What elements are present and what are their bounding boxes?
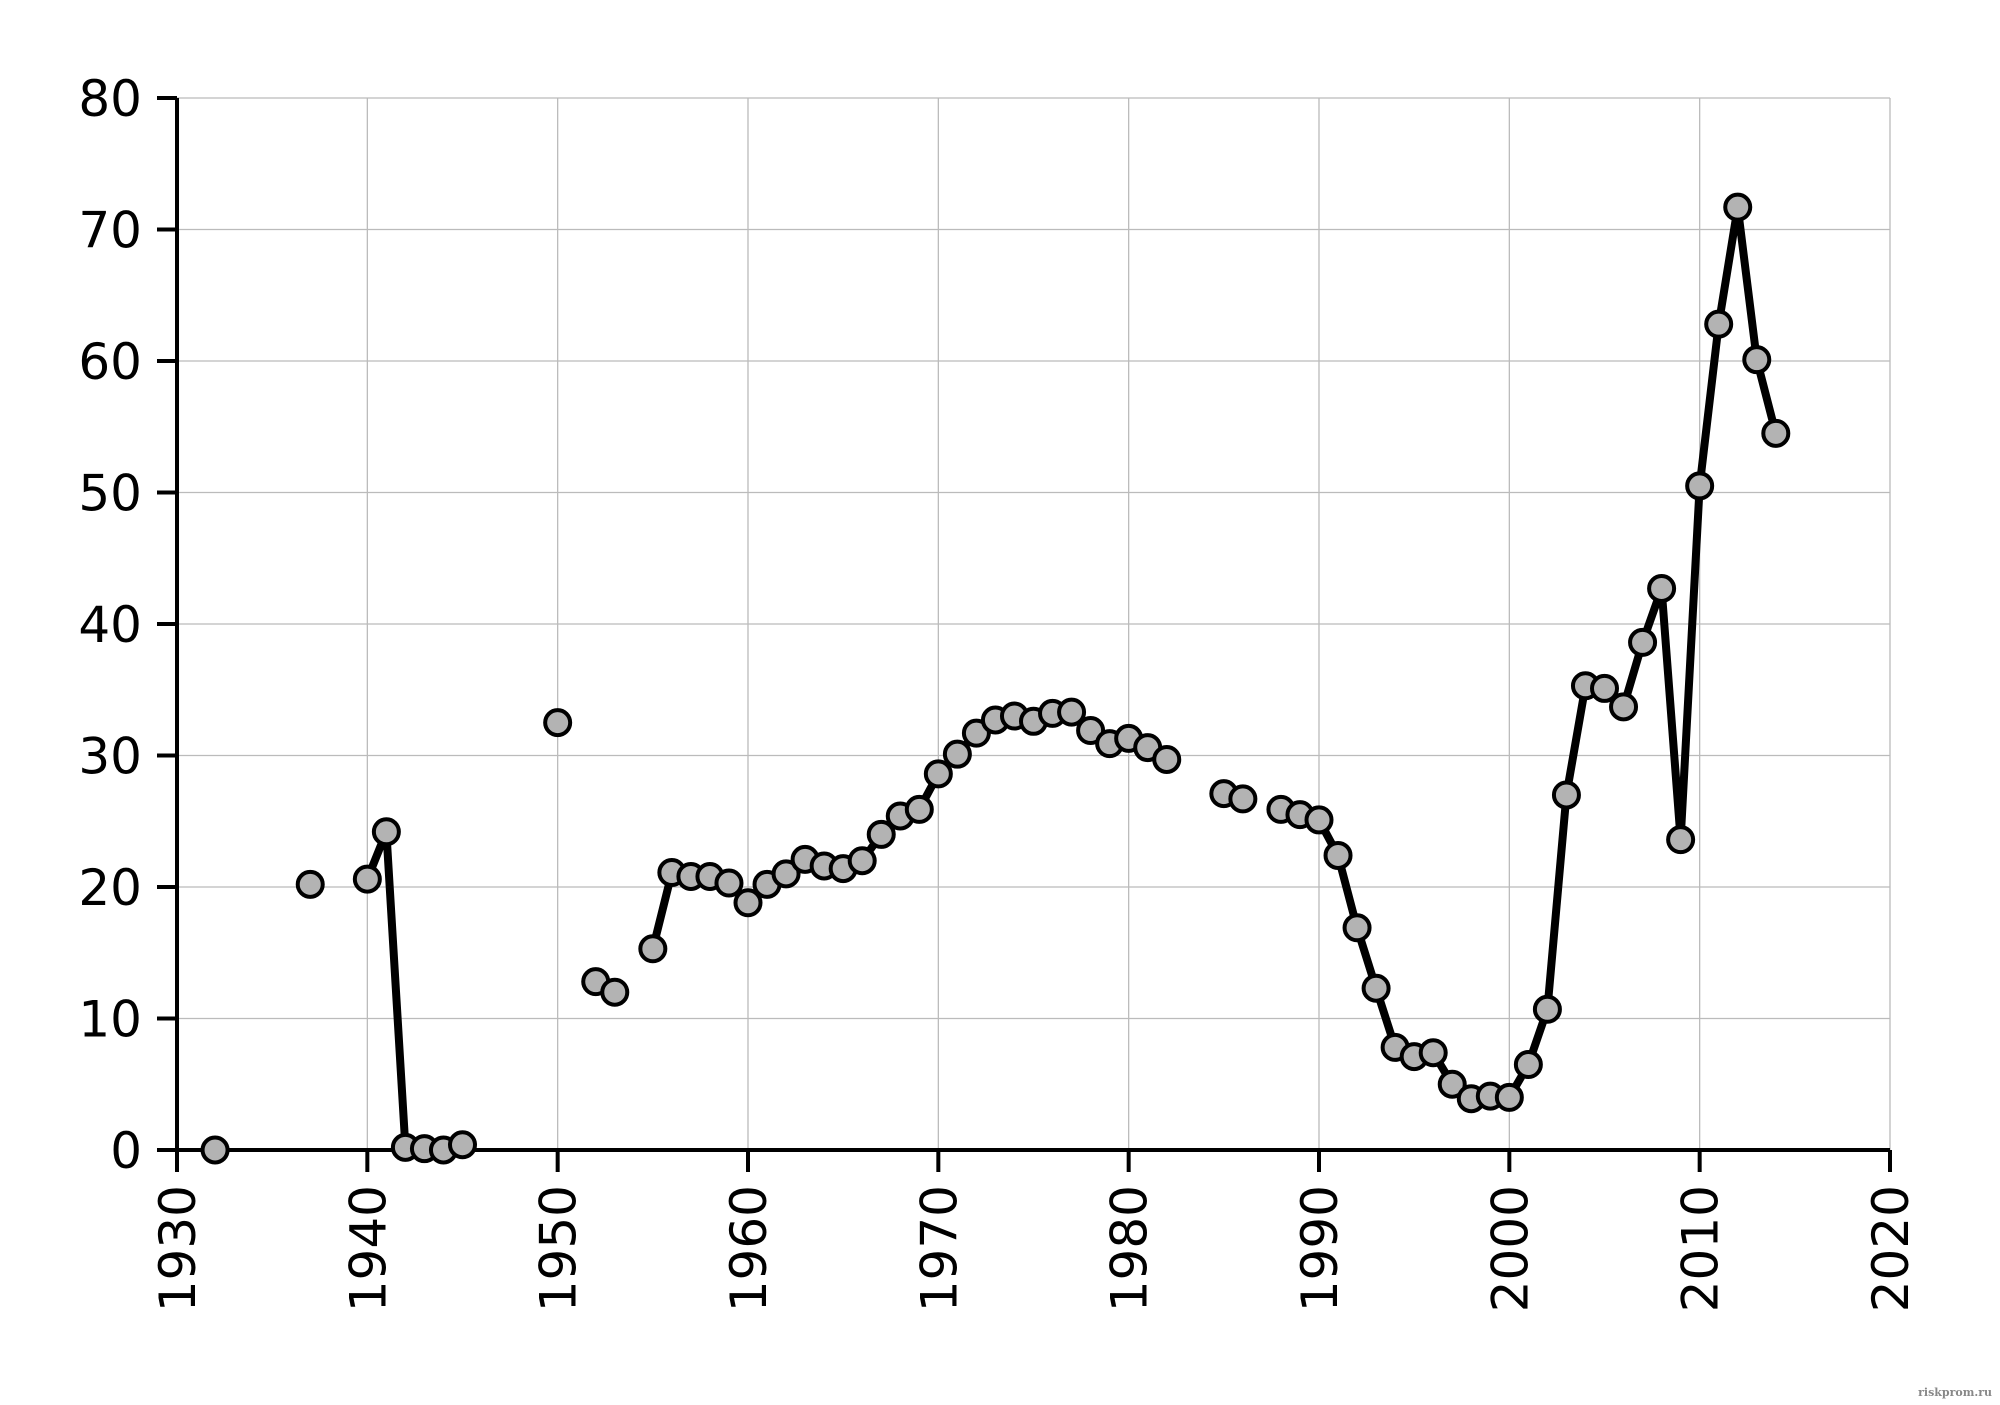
data-point: [1666, 825, 1696, 855]
data-point: [1551, 780, 1581, 810]
data-point: [714, 868, 744, 898]
series-line: [648, 707, 1169, 950]
data-point: [371, 817, 401, 847]
data-point: [1590, 673, 1619, 703]
x-tick-label: 1980: [1101, 1185, 1159, 1312]
y-tick-label: 10: [78, 991, 142, 1049]
y-tick-label: 0: [110, 1122, 142, 1180]
data-point: [1685, 471, 1715, 501]
data-point: [1342, 913, 1372, 943]
data-point: [543, 708, 573, 738]
data-point: [1304, 805, 1334, 835]
data-point: [1152, 744, 1182, 774]
data-point: [1761, 418, 1791, 448]
data-point: [1704, 309, 1734, 339]
x-tick-label: 2000: [1481, 1185, 1539, 1312]
data-point: [942, 739, 972, 769]
data-point: [904, 794, 934, 824]
data-point: [1057, 697, 1087, 727]
data-point: [1628, 627, 1658, 657]
data-point: [866, 819, 896, 849]
y-tick-label: 20: [78, 859, 142, 917]
data-point: [1361, 973, 1391, 1003]
data-point: [1437, 1069, 1467, 1099]
data-point: [1723, 192, 1753, 222]
data-point: [1609, 692, 1639, 722]
x-tick-label: 1990: [1291, 1185, 1349, 1312]
data-point: [638, 934, 668, 964]
x-tick-label: 2020: [1862, 1185, 1920, 1312]
y-tick-label: 70: [78, 202, 142, 260]
y-tick-label: 80: [78, 70, 142, 128]
data-point: [352, 864, 382, 894]
data-point: [1532, 994, 1562, 1024]
data-point: [961, 718, 991, 748]
x-tick-label: 1960: [720, 1185, 778, 1312]
data-point: [923, 759, 953, 789]
data-point: [1494, 1082, 1524, 1112]
y-tick-label: 50: [78, 465, 142, 523]
data-point: [1323, 840, 1353, 870]
series-line: [1279, 206, 1780, 1103]
data-point: [1513, 1050, 1543, 1080]
y-tick-label: 30: [78, 728, 142, 786]
watermark: riskprom.ru: [1918, 1386, 1992, 1399]
data-point: [1076, 716, 1106, 746]
y-tick-label: 60: [78, 333, 142, 391]
x-tick-label: 1950: [530, 1185, 588, 1312]
data-point: [733, 888, 763, 918]
x-tick-label: 1930: [149, 1185, 207, 1312]
x-tick-label: 1970: [910, 1185, 968, 1312]
data-point: [1418, 1038, 1448, 1068]
data-point: [771, 859, 801, 889]
data-point: [600, 977, 630, 1007]
data-point: [448, 1130, 477, 1160]
data-point: [847, 846, 877, 876]
data-point: [1742, 345, 1772, 375]
data-point: [1228, 784, 1258, 814]
x-tick-label: 1940: [339, 1185, 397, 1312]
data-point: [200, 1135, 230, 1165]
y-tick-label: 40: [78, 596, 142, 654]
data-point: [1647, 573, 1677, 603]
x-tick-label: 2010: [1672, 1185, 1730, 1312]
data-point: [295, 869, 325, 899]
